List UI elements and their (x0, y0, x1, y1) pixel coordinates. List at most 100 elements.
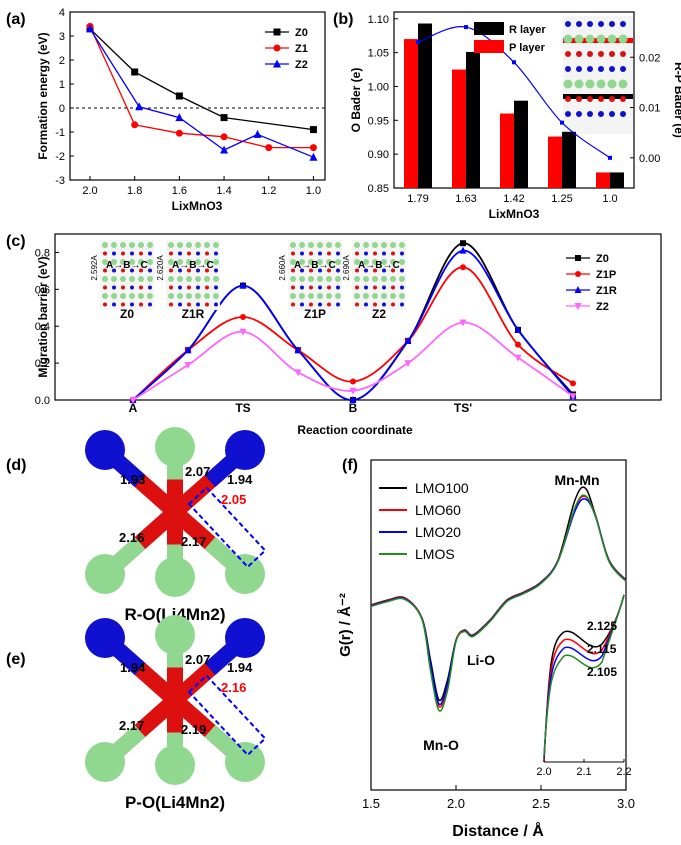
panel-c-inset-atom (399, 259, 405, 265)
panel-b-y2tick-label: 0.02 (639, 52, 660, 64)
panel-b-legend-label: R layer (509, 24, 546, 36)
bond-length-label: 2.07 (185, 652, 210, 667)
panel-a-frame (69, 11, 326, 181)
panel-c-inset-path: A→B→C (294, 260, 336, 271)
panel-c-inset-atom (178, 302, 182, 307)
bond-length-label: 2.16 (119, 530, 144, 545)
panel-c-inset-atom (168, 242, 174, 248)
panel-c-inset-atom (187, 268, 191, 273)
panel-b-inset-atom (587, 51, 593, 57)
panel-c-inset-atom (372, 276, 378, 282)
panel-f-inset-line (543, 594, 625, 757)
panel-e-structure: 1.94 2.07 1.94 2.17 2.19 2.16 P-O(Li4Mn2) (85, 615, 267, 812)
panel-c-inset-atom (355, 251, 359, 256)
panel-b-inset-atom (565, 111, 571, 117)
panel-c-legend-label: Z1P (596, 269, 616, 281)
panel-label-f: (f) (342, 457, 358, 474)
panel-c-inset-box (166, 240, 220, 310)
panel-c-inset-atom (327, 251, 331, 256)
panel-b-bar-r (610, 172, 624, 188)
panel-f-annotation-lio: Li-O (467, 652, 495, 668)
panel-b-y2tick-label: 0.00 (639, 153, 660, 165)
panel-c-inset-atom (148, 302, 152, 307)
panel-c-inset-atom (169, 251, 173, 256)
panel-c-xtick-label: TS' (454, 401, 472, 415)
panel-b-inset-atom (609, 21, 615, 27)
panel-c-inset-atom (121, 285, 125, 290)
panel-c-inset-atom (148, 285, 152, 290)
panel-c-inset-atom (291, 268, 295, 273)
panel-c-inset-atom (177, 259, 183, 265)
panel-c-xlabel: Reaction coordinate (297, 423, 413, 437)
panel-c-inset-path: A→B→C (172, 260, 214, 271)
panel-c-inset-atom (354, 242, 360, 248)
panel-c-inset-atom (112, 268, 116, 273)
panel-c-inset-atom (390, 259, 396, 265)
panel-c-inset-atom (112, 251, 116, 256)
panel-b-inset-atom (587, 111, 593, 117)
panel-c-legend-marker (575, 271, 581, 277)
panel-c-inset-atom (213, 276, 219, 282)
panel-c-inset-atom (195, 293, 201, 299)
panel-c-legend-label: Z2 (596, 301, 609, 313)
panel-a-data-point (131, 121, 139, 129)
panel-b-inset-atom (587, 21, 593, 27)
panel-c-inset-path: A→B→C (106, 260, 148, 271)
bond-length-label: 2.19 (181, 722, 206, 737)
panel-c-legend-marker (574, 286, 582, 293)
panel-c-data-point (350, 378, 356, 385)
panel-label-e: (e) (6, 651, 26, 668)
panel-c-inset-atom (138, 242, 144, 248)
panel-c-inset-atom (130, 285, 134, 290)
bond-length-label: 1.94 (120, 660, 146, 675)
panel-c-inset-atom (335, 276, 341, 282)
panel-a-ytick-label: 1 (59, 79, 65, 91)
panel-b-rp-point (512, 60, 516, 65)
panel-c-legend-label: Z0 (596, 253, 609, 265)
panel-c-inset-atom (130, 251, 134, 256)
panel-c-inset-atom (290, 259, 296, 265)
panel-c-inset-atom (390, 276, 396, 282)
panel-c-inset-atom (391, 302, 395, 307)
panel-c-inset-atom (399, 293, 405, 299)
panel-c-inset-atom (214, 285, 218, 290)
panel-b-ytick-label: 0.85 (368, 183, 389, 195)
panel-c-xtick-label: A (129, 401, 138, 415)
panel-c-inset-atom (103, 285, 107, 290)
panel-a-ytick-label: 2 (59, 55, 65, 67)
panel-c-inset-atom (381, 293, 387, 299)
panel-c-inset-atom (130, 302, 134, 307)
panel-c-inset-atom (213, 259, 219, 265)
panel-c-inset-atom (308, 242, 314, 248)
panel-f-legend-label: LMO20 (415, 524, 461, 540)
panel-b-rp-point (416, 40, 420, 45)
panel-c-inset-atom (111, 242, 117, 248)
panel-c-inset-atom (309, 302, 313, 307)
panel-b-bar-p (404, 39, 418, 189)
panel-c-inset-atom (326, 276, 332, 282)
panel-b-ytick-label: 1.10 (368, 14, 389, 26)
panel-c-ytick-label: 0.2 (35, 358, 50, 370)
panel-c-inset-atom (103, 251, 107, 256)
panel-c-data-point (404, 360, 412, 368)
panel-b-legend-swatch (474, 40, 504, 53)
panel-c-data-point (129, 397, 137, 404)
panel-b-xtick-label: 1.0 (602, 193, 617, 205)
panel-c-inset-atom (309, 251, 313, 256)
panel-c-data-point (184, 346, 192, 354)
panel-c-inset-atom (390, 293, 396, 299)
panel-b-ylabel: O Bader (e) (349, 68, 363, 133)
structure-title: R-O(Li4Mn2) (124, 605, 225, 624)
panel-c-inset-atom (355, 285, 359, 290)
panel-a-legend-label: Z2 (295, 59, 308, 71)
panel-label-d: (d) (6, 457, 26, 474)
panel-c-inset-atom (204, 242, 210, 248)
panel-c-inset-atom (399, 276, 405, 282)
panel-a-data-point (131, 68, 139, 76)
panel-b-inset-atom (576, 51, 582, 57)
panel-b-chart: LixMnO3 O Bader (e) R-P Bader (e) 0.85 0.… (349, 11, 681, 221)
panel-c-inset-label: Z0 (120, 307, 134, 321)
panel-b-inset-atom (576, 66, 582, 72)
panel-c-inset-atom (308, 259, 314, 265)
bond-length-label: 2.05 (221, 492, 246, 507)
